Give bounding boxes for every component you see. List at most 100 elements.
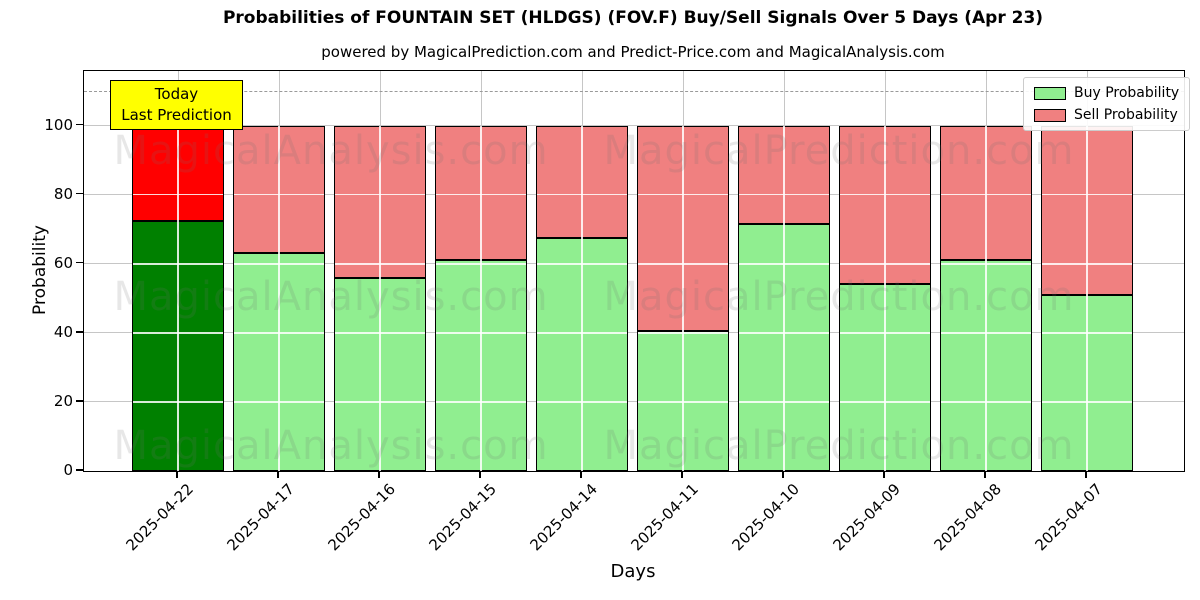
bar-gridline-overlay [739,401,829,403]
y-tick-mark [76,193,83,195]
bar-center-gridline [1086,125,1088,471]
bar-gridline-overlay [638,332,728,334]
gridline-horizontal [84,332,1184,334]
bar-gridline-overlay [840,332,930,334]
y-tick-label: 0 [63,461,73,479]
bar-gridline-overlay [133,262,223,265]
bar-gridline-overlay [1042,262,1132,265]
bar-gridline-overlay [133,401,223,403]
x-tick-mark [176,471,178,478]
x-tick-mark [277,471,279,478]
gridline-horizontal [84,401,1184,403]
bar-gridline-overlay [537,262,627,265]
today-annotation-line1: Today [154,85,199,103]
chart-subtitle: powered by MagicalPrediction.com and Pre… [321,43,945,61]
bar-gridline-overlay [234,262,324,265]
x-tick-label: 2025-04-14 [526,480,601,555]
today-annotation-line2: Last Prediction [121,106,232,124]
chart-title: Probabilities of FOUNTAIN SET (HLDGS) (F… [222,8,1044,28]
bar-gridline-overlay [840,401,930,403]
bar-gridline-overlay [537,401,627,403]
bar-gridline-overlay [537,332,627,334]
bar-gridline-overlay [941,193,1031,196]
watermark-text: MagicalPrediction.com [603,274,1075,320]
gridline-horizontal [84,263,1184,265]
bar-gridline-overlay [537,193,627,196]
x-tick-label: 2025-04-07 [1031,480,1106,555]
bar-gridline-overlay [638,193,728,196]
bar-gridline-overlay [941,401,1031,403]
bar-gridline-overlay [133,332,223,334]
watermark-text: MagicalPrediction.com [603,128,1075,174]
x-tick-mark [782,471,784,478]
bar-gridline-overlay [133,193,223,196]
plot-area: MagicalAnalysis.com MagicalPrediction.com… [83,70,1185,472]
x-tick-label: 2025-04-17 [223,480,298,555]
bar-center-gridline [480,125,482,471]
x-tick-mark [883,471,885,478]
bar-gridline-overlay [234,332,324,334]
legend-item-buy: Buy Probability [1034,85,1179,101]
x-tick-mark [1085,471,1087,478]
bar-center-gridline [682,125,684,471]
x-tick-mark [681,471,683,478]
gridline-horizontal [84,125,1184,127]
bar-gridline-overlay [739,332,829,334]
y-tick-label: 60 [53,253,73,272]
bar-center-gridline [177,125,179,471]
x-tick-mark [580,471,582,478]
bar-center-gridline [379,125,381,471]
x-tick-mark [378,471,380,478]
x-tick-label: 2025-04-16 [324,480,399,555]
bar-gridline-overlay [436,332,526,334]
bar-gridline-overlay [840,262,930,265]
bar-gridline-overlay [840,193,930,196]
bar-gridline-overlay [739,262,829,265]
y-tick-mark [76,331,83,333]
bar-gridline-overlay [335,262,425,265]
legend-label-buy: Buy Probability [1074,85,1180,101]
x-tick-label: 2025-04-08 [930,480,1005,555]
legend-label-sell: Sell Probability [1074,107,1178,123]
y-tick-label: 40 [53,322,73,341]
watermark-text: MagicalAnalysis.com [113,423,549,469]
bar-gridline-overlay [234,401,324,403]
bar-gridline-overlay [638,401,728,403]
legend-item-sell: Sell Probability [1034,107,1179,123]
x-tick-mark [984,471,986,478]
y-tick-mark [76,469,83,471]
bar-gridline-overlay [436,262,526,265]
bar-gridline-overlay [335,401,425,403]
bar-center-gridline [581,125,583,471]
x-tick-mark [479,471,481,478]
y-tick-mark [76,123,83,126]
y-tick-mark [76,262,83,264]
y-tick-label: 100 [44,115,73,134]
x-axis-label: Days [610,561,656,582]
legend-swatch-sell [1034,108,1066,122]
bar-gridline-overlay [941,332,1031,334]
legend: Buy Probability Sell Probability [1023,77,1191,131]
bar-gridline-overlay [436,193,526,196]
bar-gridline-overlay [1042,401,1132,403]
dashed-threshold-line [84,91,1184,93]
legend-swatch-buy [1034,86,1066,100]
bar-gridline-overlay [1042,193,1132,196]
x-tick-label: 2025-04-11 [627,480,702,555]
today-annotation: Today Last Prediction [110,80,243,130]
bar-gridline-overlay [941,262,1031,265]
bar-gridline-overlay [1042,332,1132,334]
x-tick-label: 2025-04-22 [122,480,197,555]
bar-gridline-overlay [335,193,425,196]
y-tick-label: 80 [53,184,73,203]
bar-gridline-overlay [436,401,526,403]
watermark-text: MagicalAnalysis.com [113,274,549,320]
bar-gridline-overlay [638,262,728,265]
bar-gridline-overlay [234,193,324,196]
y-tick-mark [76,400,83,402]
watermark-text: MagicalPrediction.com [603,423,1075,469]
x-tick-label: 2025-04-09 [829,480,904,555]
x-tick-label: 2025-04-10 [728,480,803,555]
y-tick-label: 20 [53,391,73,410]
